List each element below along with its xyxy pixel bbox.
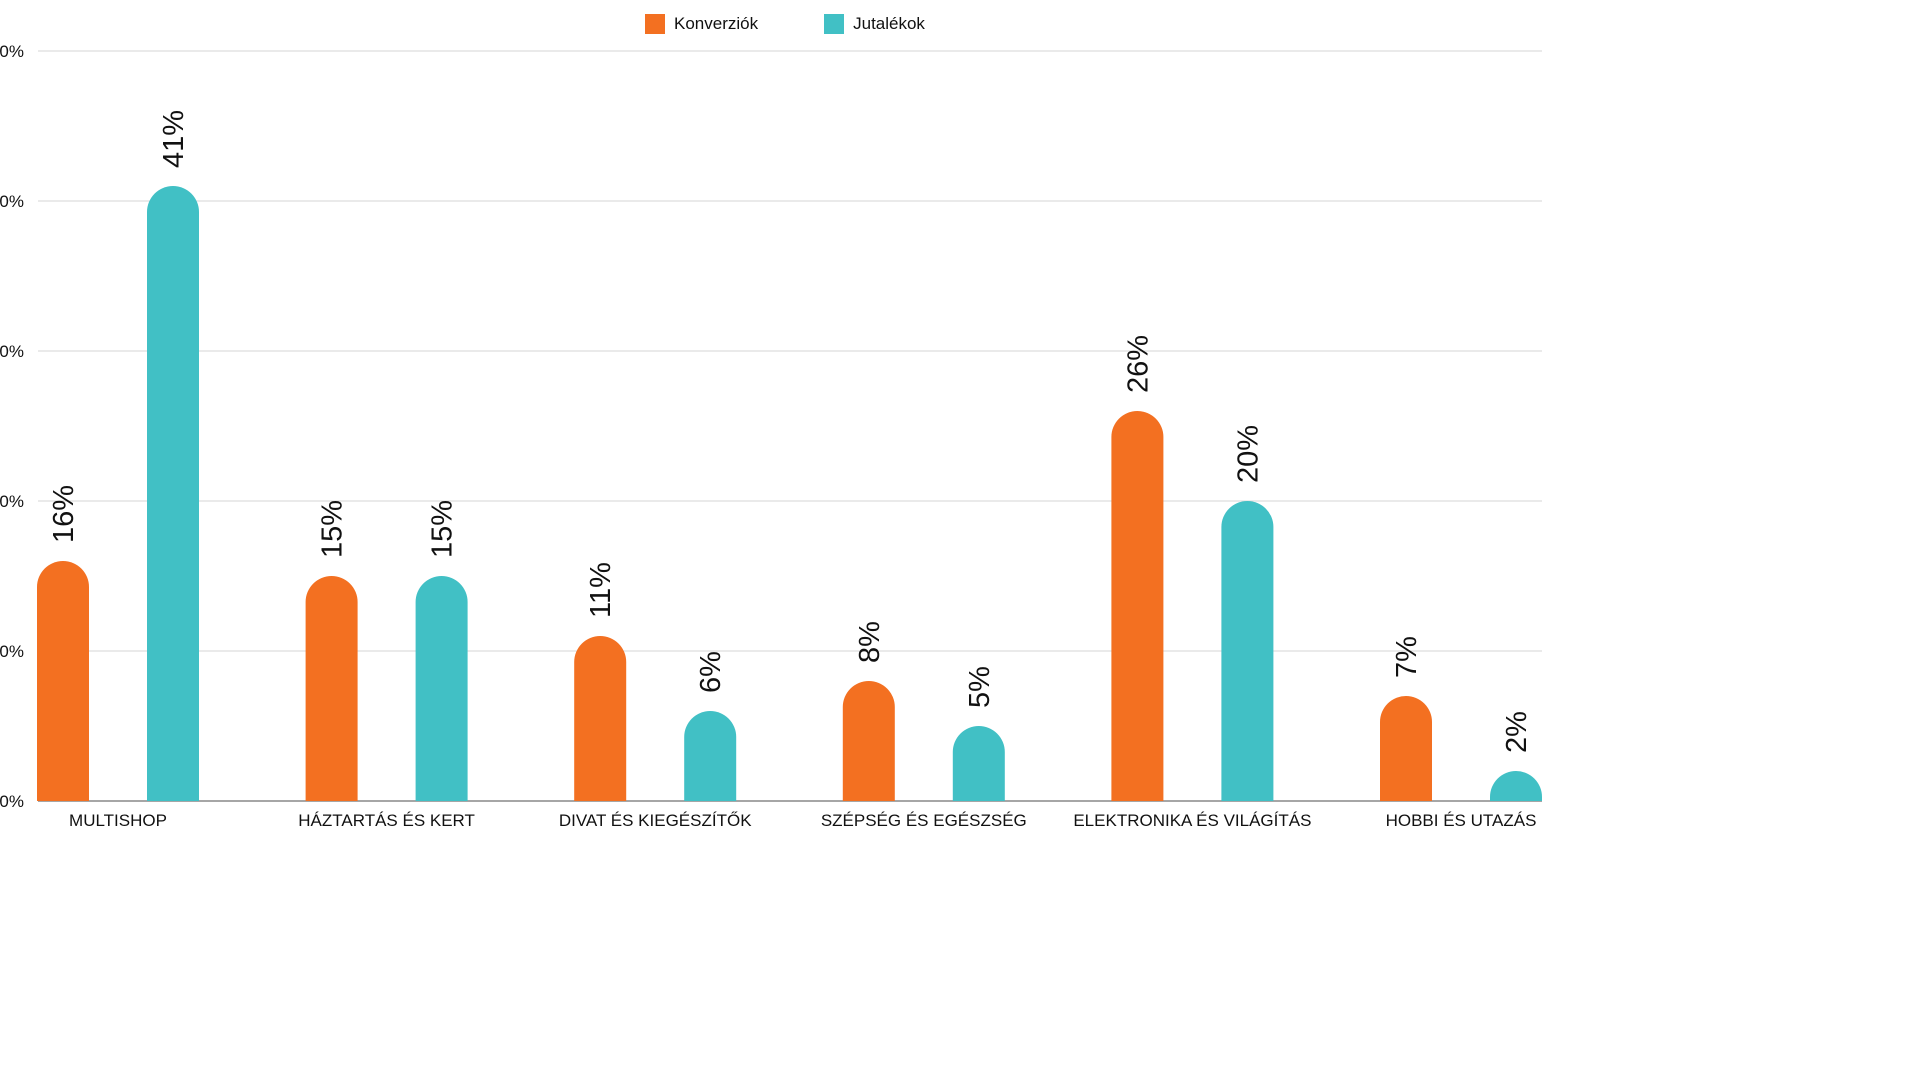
- data-label: 41%: [158, 110, 190, 168]
- bar-jutalekok: [415, 576, 468, 801]
- legend-item-konverziok: Konverziók: [645, 14, 758, 34]
- x-tick-label: DIVAT ÉS KIEGÉSZÍTŐK: [559, 811, 752, 830]
- bar-konverziok: [37, 561, 89, 801]
- y-tick-label: 10%: [0, 642, 24, 661]
- legend-label-konverziok: Konverziók: [674, 14, 759, 33]
- y-tick-label: 40%: [0, 192, 24, 211]
- y-tick-label: 30%: [0, 342, 24, 361]
- legend-label-jutalekok: Jutalékok: [853, 14, 925, 33]
- bar-konverziok: [574, 636, 627, 801]
- bar-konverziok: [305, 576, 358, 801]
- y-tick-label: 0%: [0, 792, 24, 811]
- data-label: 26%: [1122, 335, 1154, 393]
- bar-jutalekok: [952, 726, 1005, 801]
- data-label: 20%: [1232, 425, 1264, 483]
- data-label: 8%: [854, 621, 886, 663]
- data-label: 2%: [1501, 711, 1533, 753]
- x-tick-label: MULTISHOP: [69, 811, 167, 830]
- bar-jutalekok: [684, 711, 737, 801]
- legend-item-jutalekok: Jutalékok: [824, 14, 925, 34]
- x-tick-label: HÁZTARTÁS ÉS KERT: [298, 811, 475, 830]
- bar-konverziok: [1380, 696, 1432, 801]
- y-tick-label: 20%: [0, 492, 24, 511]
- x-tick-label: SZÉPSÉG ÉS EGÉSZSÉG: [821, 811, 1027, 830]
- y-tick-label: 50%: [0, 42, 24, 61]
- data-label: 11%: [585, 562, 617, 618]
- data-label: 7%: [1391, 636, 1423, 678]
- chart-legend: Konverziók Jutalékok: [645, 14, 991, 34]
- data-label: 15%: [317, 500, 349, 558]
- data-label: 16%: [48, 485, 80, 543]
- x-tick-label: HOBBI ÉS UTAZÁS: [1386, 811, 1537, 830]
- data-label: 6%: [695, 651, 727, 693]
- bar-jutalekok: [147, 186, 199, 801]
- data-label: 15%: [427, 500, 459, 558]
- data-label: 5%: [964, 666, 996, 708]
- bar-konverziok: [842, 681, 895, 801]
- bar-jutalekok: [1221, 501, 1274, 801]
- bar-konverziok: [1111, 411, 1164, 801]
- bar-jutalekok: [1490, 771, 1542, 801]
- legend-swatch-jutalekok: [824, 14, 845, 34]
- x-tick-label: ELEKTRONIKA ÉS VILÁGÍTÁS: [1073, 811, 1311, 830]
- legend-swatch-konverziok: [645, 14, 665, 34]
